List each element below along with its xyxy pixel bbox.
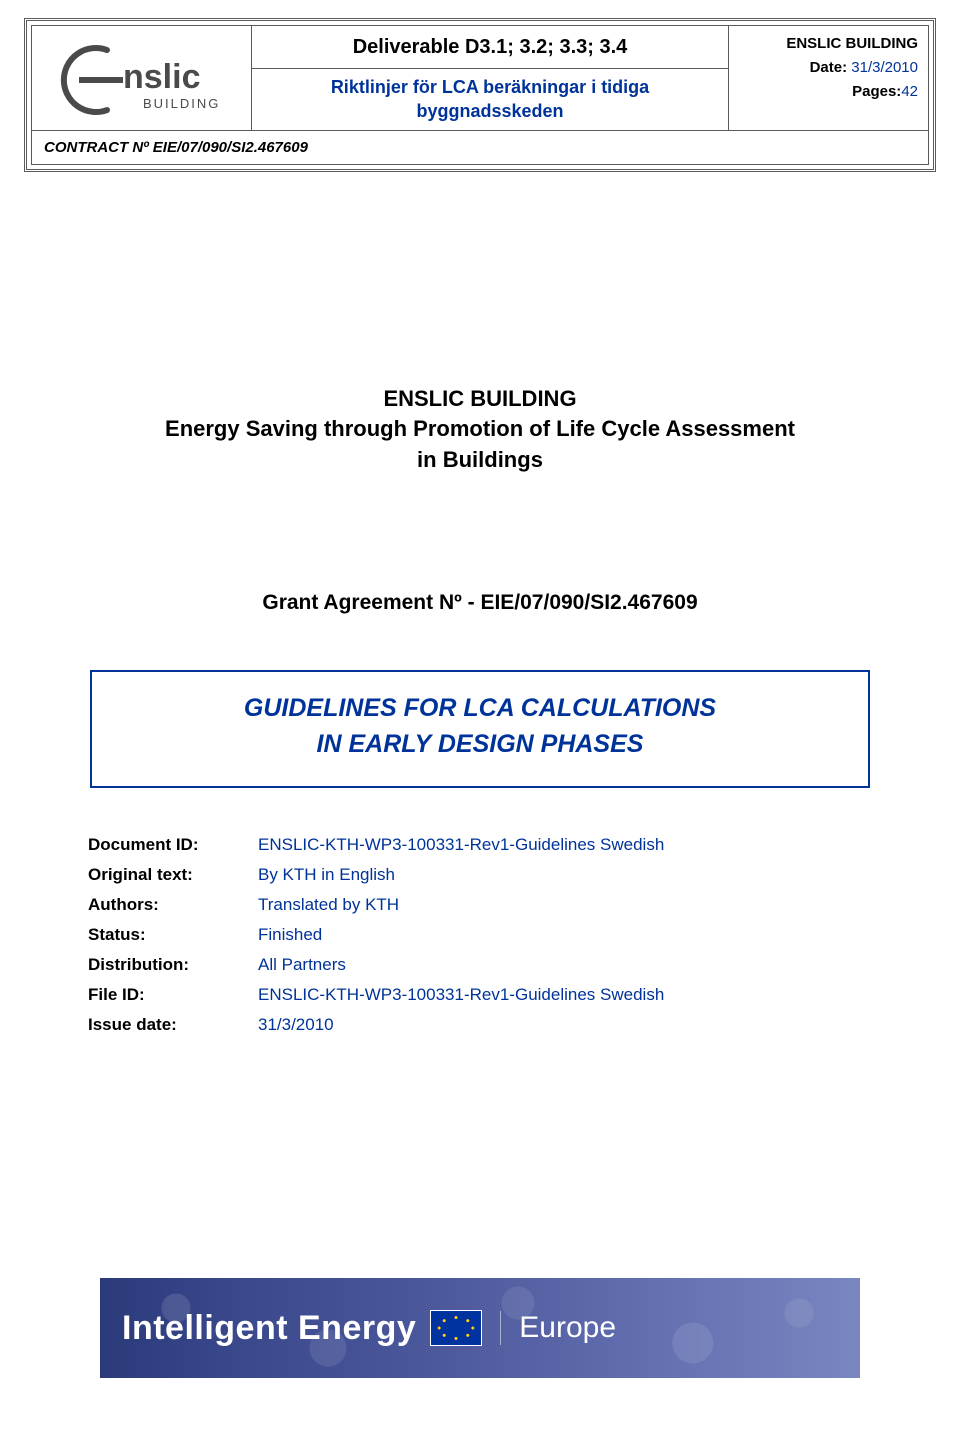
meta-label: Original text: <box>84 860 254 890</box>
main-title-line3: in Buildings <box>84 445 876 476</box>
enslic-logo: nslic BUILDING <box>42 32 241 124</box>
main-title-line2: Energy Saving through Promotion of Life … <box>84 414 876 445</box>
meta-row: Status:Finished <box>84 920 876 950</box>
main-title-block: ENSLIC BUILDING Energy Saving through Pr… <box>84 384 876 476</box>
deliverable-title: Deliverable D3.1; 3.2; 3.3; 3.4 <box>252 26 728 69</box>
logo-cell: nslic BUILDING <box>32 26 252 131</box>
pages-value: 42 <box>901 83 918 100</box>
meta-label: Status: <box>84 920 254 950</box>
meta-label: Document ID: <box>84 830 254 860</box>
guidelines-line2: IN EARLY DESIGN PHASES <box>102 726 858 762</box>
grant-agreement-line: Grant Agreement Nº - EIE/07/090/SI2.4676… <box>84 591 876 615</box>
header-frame: nslic BUILDING Deliverable D3.1; 3.2; 3.… <box>24 18 936 172</box>
metadata-table: Document ID:ENSLIC-KTH-WP3-100331-Rev1-G… <box>84 830 876 1040</box>
meta-row: Document ID:ENSLIC-KTH-WP3-100331-Rev1-G… <box>84 830 876 860</box>
document-body: ENSLIC BUILDING Energy Saving through Pr… <box>24 174 936 1041</box>
header-right-cell: ENSLIC BUILDING Date: 31/3/2010 Pages:42 <box>729 26 929 131</box>
meta-value: All Partners <box>254 950 876 980</box>
main-title-line1: ENSLIC BUILDING <box>84 384 876 415</box>
footer-banner: Intelligent Energy Europe <box>100 1278 860 1378</box>
eu-flag-icon <box>430 1310 482 1346</box>
meta-value: Translated by KTH <box>254 890 876 920</box>
header-center-cell: Deliverable D3.1; 3.2; 3.3; 3.4 Riktlinj… <box>252 26 729 131</box>
meta-value: Finished <box>254 920 876 950</box>
meta-value: By KTH in English <box>254 860 876 890</box>
meta-row: Original text:By KTH in English <box>84 860 876 890</box>
meta-value: ENSLIC-KTH-WP3-100331-Rev1-Guidelines Sw… <box>254 830 876 860</box>
meta-label: Issue date: <box>84 1010 254 1040</box>
meta-label: Authors: <box>84 890 254 920</box>
meta-row: Distribution:All Partners <box>84 950 876 980</box>
meta-row: Authors:Translated by KTH <box>84 890 876 920</box>
logo-brand-text: nslic <box>123 58 200 96</box>
header-subtitle-line2: byggnadsskeden <box>262 99 718 123</box>
meta-row: Issue date:31/3/2010 <box>84 1010 876 1040</box>
meta-label: Distribution: <box>84 950 254 980</box>
logo-sub-text: BUILDING <box>143 96 220 111</box>
meta-value: ENSLIC-KTH-WP3-100331-Rev1-Guidelines Sw… <box>254 980 876 1010</box>
org-label: ENSLIC BUILDING <box>786 35 918 52</box>
contract-line: CONTRACT Nº EIE/07/090/SI2.467609 <box>32 130 929 164</box>
meta-value: 31/3/2010 <box>254 1010 876 1040</box>
banner-left-text: Intelligent Energy <box>122 1309 416 1348</box>
meta-row: File ID:ENSLIC-KTH-WP3-100331-Rev1-Guide… <box>84 980 876 1010</box>
guidelines-box: GUIDELINES FOR LCA CALCULATIONS IN EARLY… <box>90 670 870 789</box>
guidelines-line1: GUIDELINES FOR LCA CALCULATIONS <box>102 690 858 726</box>
banner-right-text: Europe <box>500 1311 616 1345</box>
header-table: nslic BUILDING Deliverable D3.1; 3.2; 3.… <box>31 25 929 165</box>
header-subtitle-line1: Riktlinjer för LCA beräkningar i tidiga <box>262 75 718 99</box>
date-label: Date: <box>810 59 848 76</box>
meta-label: File ID: <box>84 980 254 1010</box>
date-value: 31/3/2010 <box>851 59 918 76</box>
pages-label: Pages: <box>852 83 901 100</box>
